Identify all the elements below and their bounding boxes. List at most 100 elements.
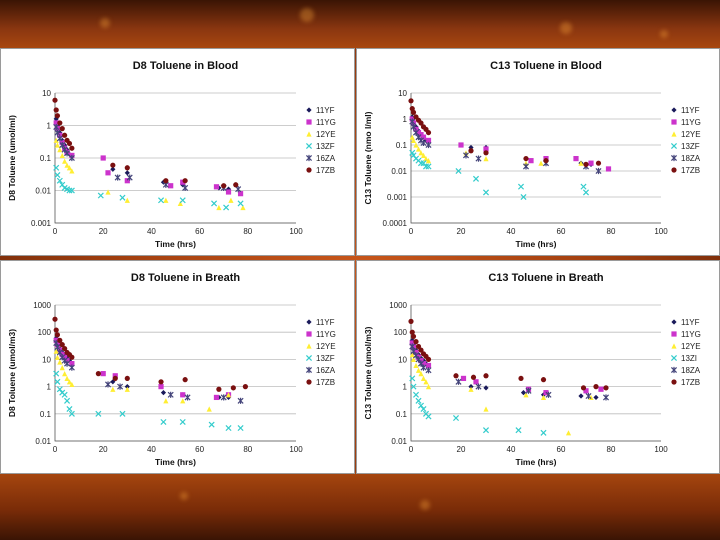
data-point-17zb xyxy=(110,162,116,168)
chart-title: D8 Toluene in Breath xyxy=(131,272,240,284)
legend-marker xyxy=(671,343,677,349)
data-point-12ye xyxy=(425,384,432,390)
legend-marker xyxy=(305,142,313,150)
y-tick-label: 10 xyxy=(398,89,407,98)
data-point-17zb xyxy=(163,178,169,184)
data-point-12ye xyxy=(410,356,417,362)
data-point-11yg xyxy=(583,388,589,394)
data-point-11yf xyxy=(483,385,489,391)
y-tick-label: 0.1 xyxy=(396,410,408,419)
y-tick-label: 0.01 xyxy=(35,187,51,196)
data-point-16za xyxy=(420,364,427,371)
data-point-16za xyxy=(237,397,244,404)
data-point-11yf xyxy=(578,393,584,399)
data-point-16za xyxy=(167,391,174,398)
data-point-13zf xyxy=(472,175,480,182)
chart-panel-d8-breath: D8 Toluene in Breath 0.01 0.1 1 10 100 1000 0 20… xyxy=(0,260,355,474)
legend-marker xyxy=(671,379,677,385)
data-point-13zf xyxy=(422,163,430,170)
data-point-12ye xyxy=(57,359,63,365)
data-point-12ye xyxy=(415,146,422,152)
data-point-16za xyxy=(420,139,427,147)
x-axis-label: Time (hrs) xyxy=(155,239,196,249)
data-point-13zf xyxy=(53,164,60,171)
data-point-13zf xyxy=(68,187,75,194)
data-point-11yg xyxy=(425,362,432,369)
legend-marker xyxy=(305,354,313,362)
data-point-13zf xyxy=(455,167,462,175)
data-point-13zf xyxy=(179,197,186,204)
legend-entry: 11YG xyxy=(681,330,701,339)
data-point-17zb xyxy=(603,385,609,391)
legend-entry: 11YF xyxy=(316,318,335,327)
data-point-17zb xyxy=(409,329,415,335)
data-point-17zb xyxy=(216,386,222,392)
y-tick-label: 10 xyxy=(398,355,407,364)
x-tick-label: 0 xyxy=(53,227,58,236)
data-point-16za xyxy=(64,150,71,157)
y-tick-label: 0.1 xyxy=(40,410,52,419)
data-point-12ye xyxy=(66,165,73,171)
y-tick-label: 100 xyxy=(38,328,52,337)
data-point-16za xyxy=(425,367,432,374)
x-axis-label: Time (hrs) xyxy=(155,457,196,467)
x-tick-label: 100 xyxy=(289,227,303,236)
data-point-17zb xyxy=(518,375,524,382)
data-point-16za xyxy=(475,383,482,390)
data-point-12ye xyxy=(228,197,234,203)
data-point-12ye xyxy=(420,152,427,158)
legend-entry: 17ZB xyxy=(681,166,700,175)
data-point-13zf xyxy=(223,204,230,211)
data-point-12ye xyxy=(578,160,584,166)
data-point-12ye xyxy=(483,155,489,162)
data-point-16za xyxy=(545,391,552,398)
x-tick-label: 60 xyxy=(195,445,204,454)
x-tick-label: 60 xyxy=(195,227,204,236)
legend-entry: 11YF xyxy=(316,106,335,115)
data-point-12ye xyxy=(538,160,544,166)
data-point-12ye xyxy=(523,392,529,398)
chart-panel-c13-breath: C13 Toluene in Breath 0.01 0.1 1 10 100 1000 0 2… xyxy=(356,260,720,474)
data-point-12ye xyxy=(410,137,417,144)
data-point-11yg xyxy=(213,394,220,401)
data-point-13zf xyxy=(237,200,244,207)
y-axis-label: D8 Toluene (umol/ml) xyxy=(7,115,17,201)
data-point-12ye xyxy=(540,394,547,401)
data-point-13zf xyxy=(54,171,61,179)
data-point-11yg xyxy=(225,189,232,195)
legend-entry: 17ZB xyxy=(316,166,335,175)
data-point-11yg xyxy=(53,120,59,126)
chart-panel-c13-blood: C13 Toluene in Blood 0.0001 0.001 0.01 0.1 1 1… xyxy=(356,48,720,256)
data-point-17zb xyxy=(95,371,101,377)
x-tick-label: 80 xyxy=(607,445,616,454)
data-point-17zb xyxy=(69,145,75,151)
data-point-16za xyxy=(104,381,112,388)
data-point-16za xyxy=(68,364,75,371)
data-point-12ye xyxy=(105,189,111,195)
legend-entry: 18ZA xyxy=(681,154,701,163)
y-axis-label: C13 Toluene (nmo l/ml) xyxy=(363,111,373,204)
legend-entry: 17ZB xyxy=(681,378,700,387)
data-point-12ye xyxy=(423,155,429,162)
data-point-11yg xyxy=(180,179,186,185)
glow-spot xyxy=(560,22,572,34)
y-tick-label: 1 xyxy=(403,115,408,124)
x-tick-label: 40 xyxy=(507,445,516,454)
data-point-11yg xyxy=(458,142,464,148)
x-tick-label: 40 xyxy=(507,227,516,236)
data-point-17zb xyxy=(242,384,248,390)
data-point-12ye xyxy=(588,394,594,401)
data-point-17zb xyxy=(52,316,58,322)
y-tick-label: 0.01 xyxy=(391,167,407,176)
glow-spot xyxy=(300,8,314,22)
y-tick-label: 0.1 xyxy=(396,141,408,150)
data-point-16za xyxy=(182,184,189,192)
data-point-17zb xyxy=(410,333,417,340)
data-point-12ye xyxy=(413,142,419,148)
data-point-11yg xyxy=(425,137,432,144)
data-point-12ye xyxy=(180,398,186,404)
legend-marker xyxy=(306,131,312,137)
data-point-12ye xyxy=(565,430,572,436)
glow-spot xyxy=(100,18,110,28)
glow-spot xyxy=(180,492,188,500)
